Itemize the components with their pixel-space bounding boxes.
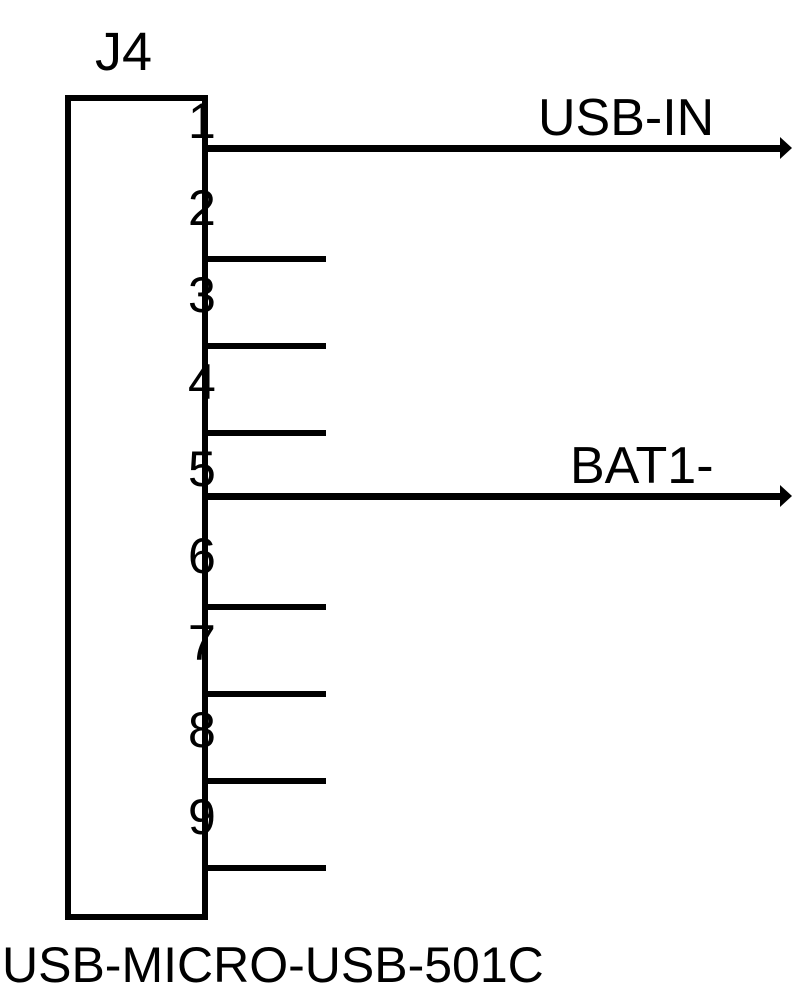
schematic-canvas: J4 USB-MICRO-USB-501C 1 USB-IN 2 3 4 5 BAT1- 6 7 8 9 [0,0,795,1000]
pin-stub-7 [208,691,326,697]
part-number-label: USB-MICRO-USB-501C [2,940,544,990]
pin-number-8: 8 [188,705,216,755]
pin-stub-8 [208,778,326,784]
pin-number-1: 1 [188,96,216,146]
net-label-BAT1: BAT1- [570,440,714,492]
component-body-bottom [65,914,208,920]
pin-stub-3 [208,343,326,349]
net-label-USBIN: USB-IN [538,92,714,144]
net-arrow-5 [780,485,792,507]
pin-stub-6 [208,604,326,610]
pin-number-7: 7 [188,618,216,668]
component-body-left [65,95,71,920]
pin-number-3: 3 [188,270,216,320]
pin-number-6: 6 [188,531,216,581]
refdes-label: J4 [95,25,152,79]
pin-number-5: 5 [188,444,216,494]
pin-stub-4 [208,430,326,436]
pin-number-2: 2 [188,183,216,233]
pin-stub-9 [208,865,326,871]
pin-number-4: 4 [188,357,216,407]
net-arrow-1 [780,137,792,159]
pin-number-9: 9 [188,792,216,842]
component-body-top [65,95,208,101]
pin-stub-2 [208,256,326,262]
